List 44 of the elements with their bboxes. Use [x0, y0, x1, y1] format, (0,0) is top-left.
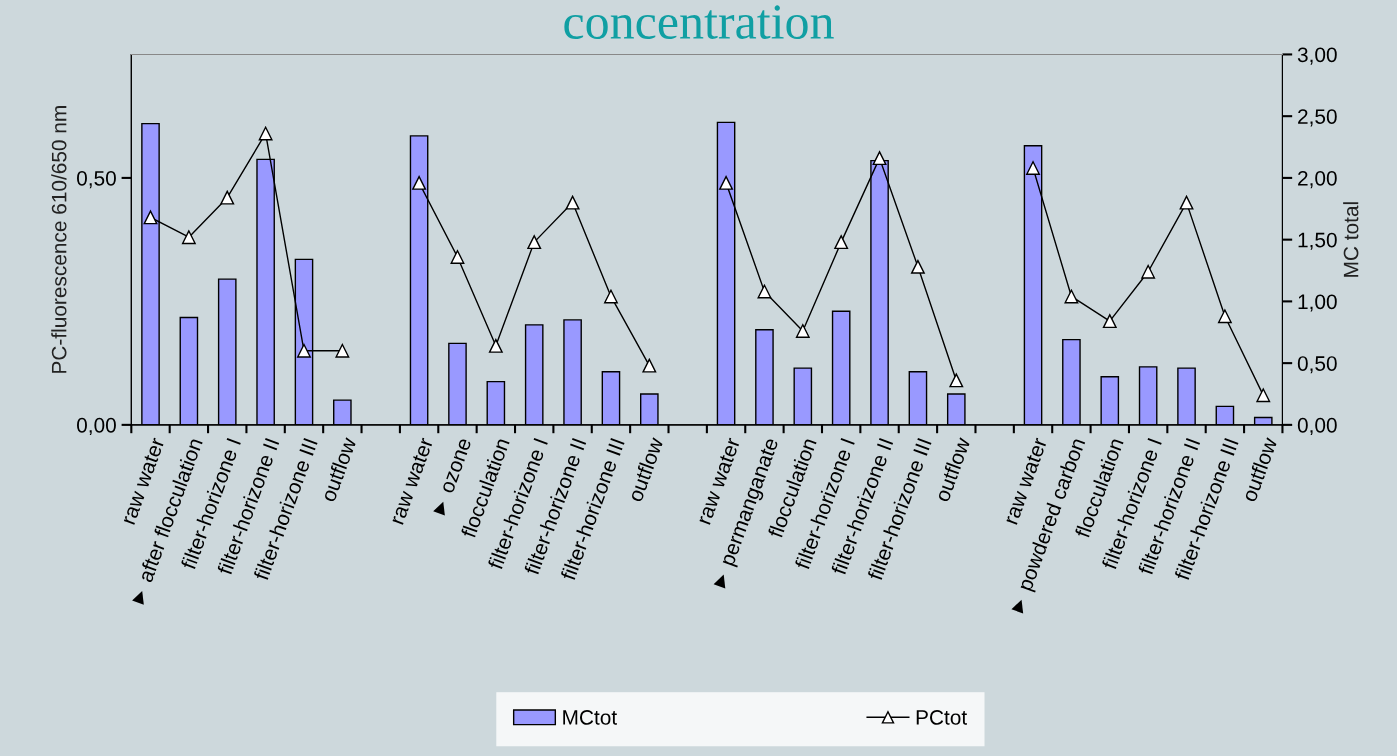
y2-tick-label: 0,50	[1297, 356, 1337, 374]
point	[258, 126, 273, 141]
point	[719, 175, 734, 190]
y2-tick-label: 3,00	[1297, 47, 1337, 65]
point	[297, 343, 311, 358]
point	[527, 235, 542, 250]
x-tick-label: outflow	[934, 435, 971, 503]
point	[1179, 195, 1194, 210]
point	[335, 343, 350, 358]
point	[220, 190, 235, 205]
x-tick-label: outflow	[627, 435, 664, 503]
point	[834, 235, 849, 250]
y2-tick-label: 0,00	[1297, 417, 1337, 436]
point	[795, 324, 810, 338]
point	[450, 249, 465, 264]
point	[949, 373, 964, 388]
point	[872, 151, 887, 166]
y-axis-title: PC-fluorescence 610/650 nm	[51, 106, 67, 373]
legend-label: PCtot	[916, 710, 968, 725]
y2-tick-label: 1,50	[1298, 232, 1337, 250]
point	[1217, 309, 1232, 324]
point	[604, 289, 618, 304]
point	[910, 259, 925, 274]
point	[642, 358, 657, 373]
point	[1256, 388, 1271, 403]
y2-tick-label: 2,50	[1298, 109, 1337, 127]
point	[565, 195, 580, 210]
point	[1102, 314, 1117, 329]
point	[488, 338, 503, 353]
y2-tick-label: 1,00	[1298, 294, 1337, 312]
point	[1026, 161, 1040, 175]
point	[143, 210, 158, 225]
point	[181, 230, 196, 245]
y2-tick-label: 2,00	[1298, 170, 1337, 189]
point	[757, 284, 772, 299]
x-tick-label: outflow	[320, 435, 357, 503]
legend-label: MCtot	[563, 710, 617, 725]
y2-axis-title: MC total	[1343, 202, 1359, 277]
point	[412, 175, 427, 190]
x-tick-label: raw water	[390, 436, 434, 525]
x-tick-label: outflow	[1240, 435, 1278, 503]
point	[1064, 289, 1079, 304]
point	[1141, 264, 1156, 279]
chart-title: concentration	[564, 5, 834, 39]
